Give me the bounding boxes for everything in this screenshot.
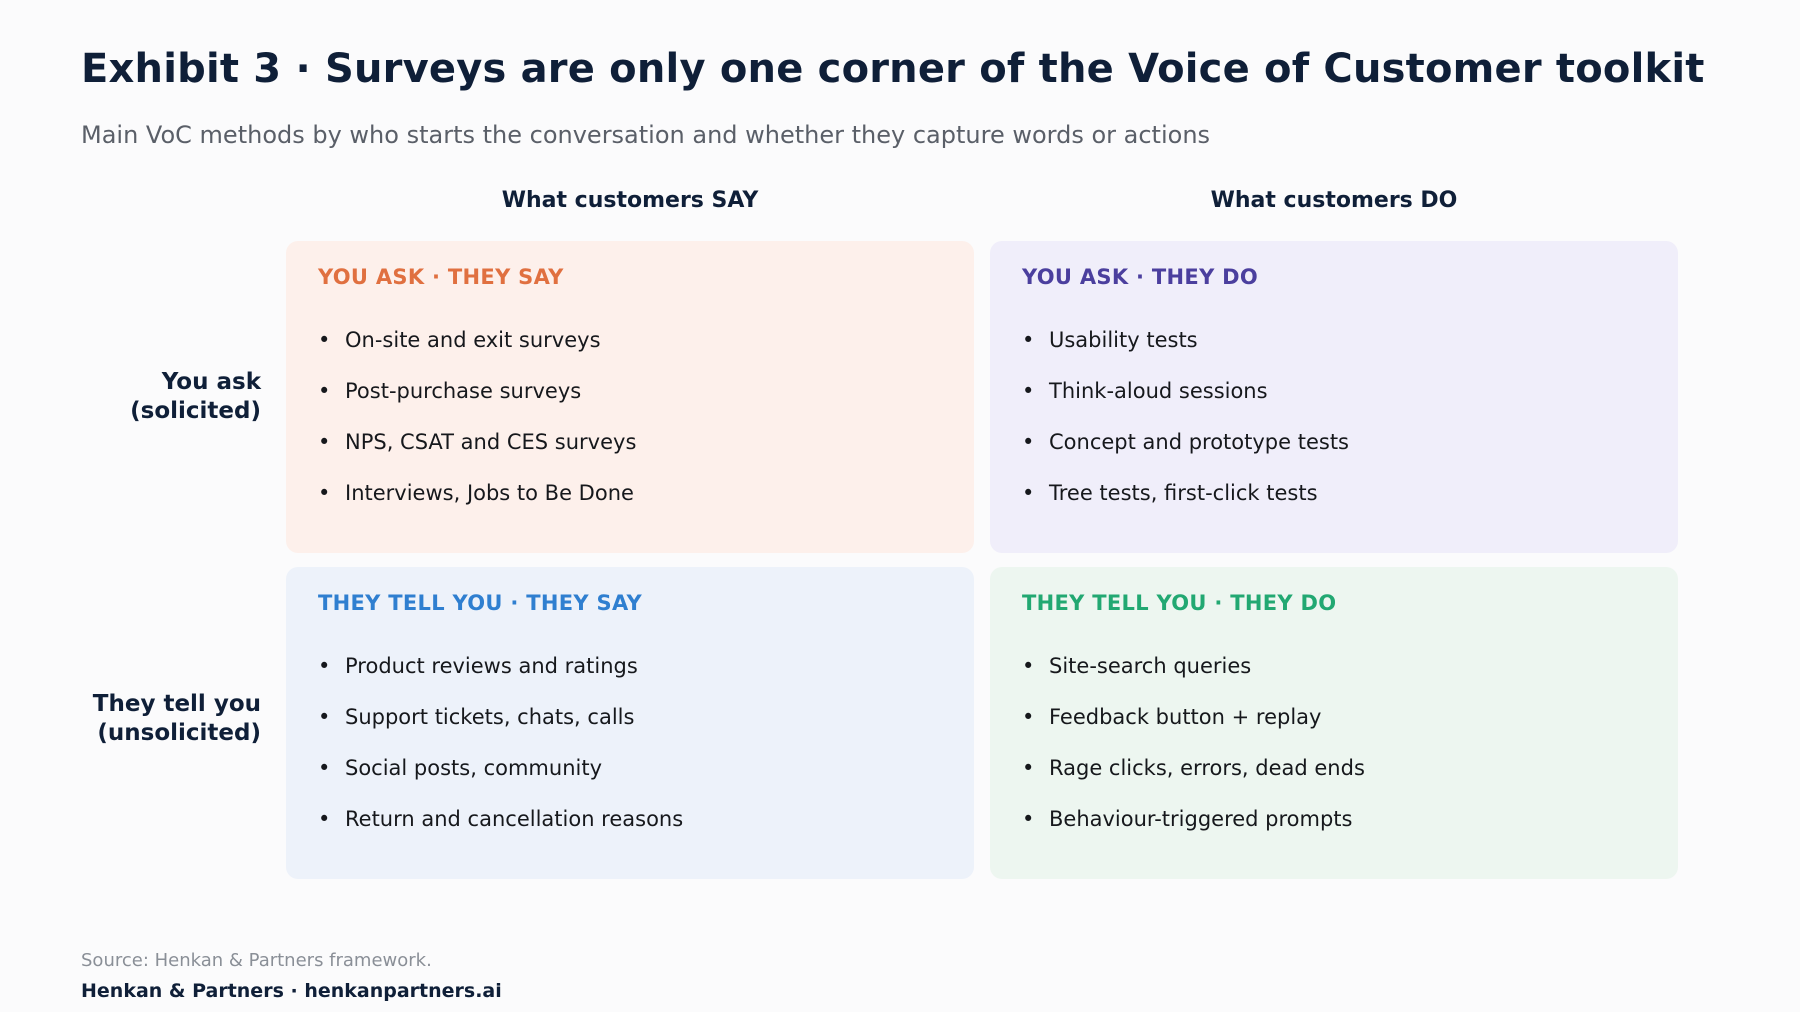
list-item: Return and cancellation reasons <box>318 794 942 845</box>
quadrant-ask-do-list: Usability tests Think-aloud sessions Con… <box>1022 315 1646 519</box>
page-title: Exhibit 3 · Surveys are only one corner … <box>81 46 1705 92</box>
list-item: Support tickets, chats, calls <box>318 692 942 743</box>
row-header-tell-line2: (unsolicited) <box>97 720 261 746</box>
column-header-do: What customers DO <box>1210 188 1458 213</box>
brand-footer: Henkan & Partners · henkanpartners.ai <box>81 980 502 1002</box>
list-item: Site-search queries <box>1022 641 1646 692</box>
quadrant-ask-say-list: On-site and exit surveys Post-purchase s… <box>318 315 942 519</box>
list-item: Concept and prototype tests <box>1022 417 1646 468</box>
quadrant-ask-do: YOU ASK · THEY DO Usability tests Think-… <box>990 241 1678 553</box>
quadrant-tell-say: THEY TELL YOU · THEY SAY Product reviews… <box>286 567 974 879</box>
quadrant-tell-say-list: Product reviews and ratings Support tick… <box>318 641 942 845</box>
quadrant-ask-say: YOU ASK · THEY SAY On-site and exit surv… <box>286 241 974 553</box>
source-note: Source: Henkan & Partners framework. <box>81 950 432 971</box>
list-item: Behaviour-triggered prompts <box>1022 794 1646 845</box>
list-item: Usability tests <box>1022 315 1646 366</box>
row-header-tell-line1: They tell you <box>92 691 261 717</box>
list-item: Product reviews and ratings <box>318 641 942 692</box>
list-item: Think-aloud sessions <box>1022 366 1646 417</box>
quadrant-ask-say-title: YOU ASK · THEY SAY <box>318 265 564 289</box>
list-item: Social posts, community <box>318 743 942 794</box>
list-item: NPS, CSAT and CES surveys <box>318 417 942 468</box>
list-item: Interviews, Jobs to Be Done <box>318 468 942 519</box>
quadrant-tell-do-title: THEY TELL YOU · THEY DO <box>1022 591 1337 615</box>
column-header-say: What customers SAY <box>501 188 759 213</box>
quadrant-tell-do-list: Site-search queries Feedback button + re… <box>1022 641 1646 845</box>
list-item: Post-purchase surveys <box>318 366 942 417</box>
page-subtitle: Main VoC methods by who starts the conve… <box>81 121 1211 149</box>
row-header-ask: You ask (solicited) <box>61 368 261 426</box>
list-item: Tree tests, first-click tests <box>1022 468 1646 519</box>
row-header-ask-line1: You ask <box>161 369 261 395</box>
list-item: On-site and exit surveys <box>318 315 942 366</box>
quadrant-ask-do-title: YOU ASK · THEY DO <box>1022 265 1259 289</box>
row-header-ask-line2: (solicited) <box>130 398 261 424</box>
list-item: Rage clicks, errors, dead ends <box>1022 743 1646 794</box>
quadrant-tell-do: THEY TELL YOU · THEY DO Site-search quer… <box>990 567 1678 879</box>
quadrant-tell-say-title: THEY TELL YOU · THEY SAY <box>318 591 643 615</box>
list-item: Feedback button + replay <box>1022 692 1646 743</box>
row-header-tell: They tell you (unsolicited) <box>61 690 261 748</box>
